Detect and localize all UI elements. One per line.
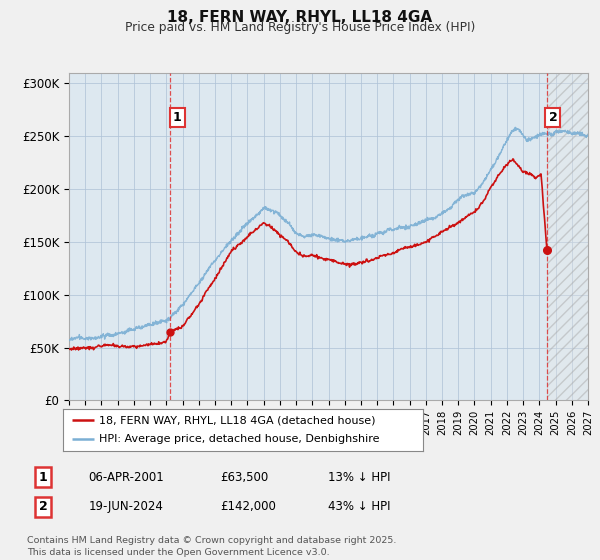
Text: 2: 2 <box>39 500 47 514</box>
Text: 43% ↓ HPI: 43% ↓ HPI <box>328 500 391 514</box>
Text: 13% ↓ HPI: 13% ↓ HPI <box>328 470 391 484</box>
Bar <box>547 73 588 400</box>
Text: Price paid vs. HM Land Registry's House Price Index (HPI): Price paid vs. HM Land Registry's House … <box>125 21 475 34</box>
Text: Contains HM Land Registry data © Crown copyright and database right 2025.
This d: Contains HM Land Registry data © Crown c… <box>27 536 397 557</box>
Text: £142,000: £142,000 <box>220 500 276 514</box>
Text: 18, FERN WAY, RHYL, LL18 4GA (detached house): 18, FERN WAY, RHYL, LL18 4GA (detached h… <box>99 415 376 425</box>
Text: 06-APR-2001: 06-APR-2001 <box>88 470 164 484</box>
Text: HPI: Average price, detached house, Denbighshire: HPI: Average price, detached house, Denb… <box>99 435 380 445</box>
Bar <box>547 73 588 400</box>
Bar <box>547 73 588 400</box>
Text: £63,500: £63,500 <box>220 470 268 484</box>
Text: 1: 1 <box>173 111 182 124</box>
Text: 19-JUN-2024: 19-JUN-2024 <box>88 500 163 514</box>
Text: 1: 1 <box>39 470 47 484</box>
Text: 18, FERN WAY, RHYL, LL18 4GA: 18, FERN WAY, RHYL, LL18 4GA <box>167 10 433 25</box>
Text: 2: 2 <box>548 111 557 124</box>
